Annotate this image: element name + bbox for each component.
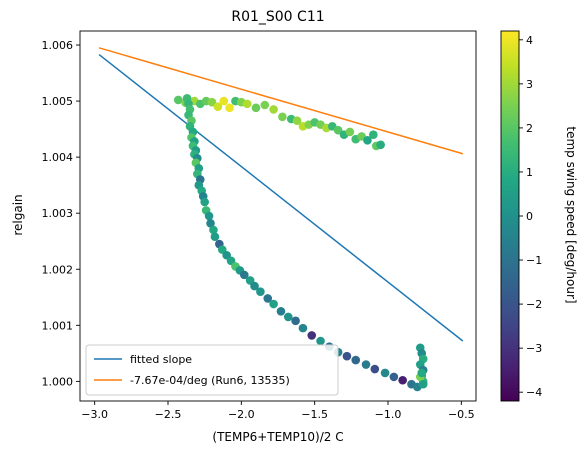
x-tick-label: −1.5 (301, 408, 328, 421)
y-tick-label: 1.001 (42, 319, 74, 332)
data-point (278, 112, 287, 122)
y-axis-label: relgain (11, 194, 25, 235)
data-point (376, 140, 385, 150)
colorbar-label: temp swing speed [deg/hour] (564, 126, 578, 303)
data-point (207, 97, 217, 107)
data-point (283, 312, 293, 322)
data-point (380, 368, 390, 378)
fit-lines (98, 47, 464, 342)
data-point (251, 103, 261, 113)
scatter-points (173, 93, 428, 392)
data-point (389, 372, 399, 382)
data-point (256, 287, 265, 296)
data-point (200, 197, 209, 207)
data-point (298, 323, 308, 333)
x-axis-label: (TEMP6+TEMP10)/2 C (212, 430, 343, 444)
data-point (363, 136, 372, 145)
data-point (291, 316, 300, 326)
data-point (250, 281, 259, 291)
x-tick-label: −2.0 (228, 408, 255, 421)
data-point (213, 102, 223, 111)
data-point (269, 105, 278, 114)
data-point (351, 355, 361, 365)
chart-title: R01_S00 C11 (231, 9, 324, 25)
series-line-2 (98, 47, 464, 155)
colorbar: −4 −3 −2 −1 0 1 2 3 4 (500, 30, 542, 402)
x-tick-label: −1.0 (375, 408, 402, 421)
colorbar-tick-label: 2 (526, 122, 533, 135)
y-tick-label: 1.003 (42, 207, 74, 220)
data-point (369, 130, 378, 140)
colorbar-tick-label: −3 (526, 342, 542, 355)
series-line-1 (98, 53, 464, 342)
legend-label-2: -7.67e-04/deg (Run6, 13535) (130, 374, 290, 387)
colorbar-tick-label: −4 (526, 386, 542, 399)
data-point (342, 351, 352, 361)
data-point (307, 331, 317, 340)
x-tick-label: −3.0 (81, 408, 108, 421)
data-point (204, 211, 214, 221)
colorbar-tick-label: 4 (526, 34, 533, 47)
data-point (292, 116, 302, 125)
x-tick-label: −0.5 (448, 408, 475, 421)
plot-frame (79, 30, 477, 402)
data-point (239, 270, 249, 280)
data-point (209, 225, 218, 235)
data-point (370, 364, 380, 374)
legend-label-1: fitted slope (130, 353, 192, 366)
data-point (173, 95, 183, 105)
legend: fitted slope -7.67e-04/deg (Run6, 13535) (85, 344, 339, 396)
data-point (316, 336, 325, 346)
y-tick-label: 1.004 (42, 151, 74, 164)
plot-area (80, 31, 476, 401)
axes: −3.0 −2.5 −2.0 −1.5 −1.0 −0.5 1.000 1.001 1.002 1… (42, 30, 477, 421)
plot-background (80, 31, 476, 401)
y-tick-label: 1.002 (42, 263, 74, 276)
colorbar-tick-label: −2 (526, 298, 542, 311)
colorbar-tick-label: −1 (526, 254, 542, 267)
colorbar-gradient (500, 30, 520, 402)
data-point (225, 103, 234, 113)
y-tick-label: 1.000 (42, 375, 74, 388)
colorbar-tick-label: 0 (526, 210, 533, 223)
data-point (210, 232, 220, 242)
data-point (206, 218, 215, 228)
data-point (260, 100, 270, 110)
y-tick-label: 1.006 (42, 39, 74, 52)
colorbar-tick-label: 1 (526, 166, 533, 179)
colorbar-tick-label: 3 (526, 78, 533, 91)
data-point (263, 294, 273, 303)
data-point (361, 360, 371, 369)
legend-box (85, 344, 339, 396)
data-point (242, 99, 252, 109)
data-point (345, 127, 355, 137)
data-point (333, 125, 343, 135)
data-point (269, 299, 278, 309)
data-point (417, 368, 427, 378)
data-point (276, 307, 286, 316)
x-tick-label: −2.5 (155, 408, 182, 421)
data-point (418, 379, 428, 389)
data-point (219, 96, 229, 106)
y-tick-label: 1.005 (42, 95, 74, 108)
data-point (398, 375, 407, 385)
